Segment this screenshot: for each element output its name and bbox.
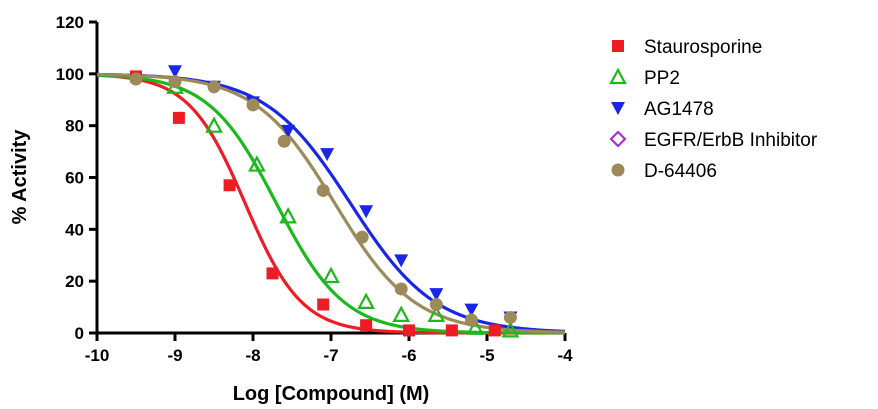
y-tick-label: 80 xyxy=(65,117,84,136)
y-tick-label: 60 xyxy=(65,169,84,188)
data-point-d-64406 xyxy=(394,282,408,296)
y-axis-title: % Activity xyxy=(9,129,31,225)
data-point-ag1478 xyxy=(281,124,296,138)
x-tick-label: -5 xyxy=(479,346,494,365)
data-point-d-64406 xyxy=(277,134,291,148)
x-tick-label: -4 xyxy=(557,346,573,365)
data-point-d-64406 xyxy=(168,75,182,89)
data-point-staurosporine xyxy=(445,324,458,337)
data-point-d-64406 xyxy=(129,72,143,86)
data-point-d-64406 xyxy=(464,313,478,327)
data-point-d-64406 xyxy=(316,183,330,197)
data-point-staurosporine xyxy=(403,324,415,337)
legend-label-d-64406: D-64406 xyxy=(644,161,717,182)
y-ticks: 0 20 40 60 80 100 120 xyxy=(56,13,97,343)
fit-curves xyxy=(96,72,566,335)
data-point-pp2 xyxy=(248,155,266,172)
legend-label-ag1478: AG1478 xyxy=(644,99,714,120)
data-point-d-64406 xyxy=(429,297,443,311)
data-point-ag1478 xyxy=(394,254,409,268)
x-tick-label: -10 xyxy=(85,346,110,365)
data-point-pp2 xyxy=(279,207,297,224)
legend-marker-d-64406 xyxy=(611,163,625,177)
data-point-ag1478 xyxy=(168,65,182,79)
data-point-d-64406 xyxy=(246,98,260,112)
y-tick-label: 40 xyxy=(65,220,84,239)
data-point-pp2 xyxy=(392,305,411,322)
fit-curve-ag1478 xyxy=(96,72,566,333)
data-point-d-64406 xyxy=(503,310,517,324)
x-tick-label: -6 xyxy=(401,346,416,365)
legend-marker-egfr-erbb-inhibitor xyxy=(609,130,627,148)
x-ticks: -10 -9 -8 -7 -6 -5 -4 xyxy=(85,333,573,365)
legend-label-pp2: PP2 xyxy=(644,68,680,89)
data-point-staurosporine xyxy=(266,267,279,280)
data-points xyxy=(129,65,520,338)
legend: Staurosporine PP2 AG1478 EGFR/ErbB Inhibito… xyxy=(609,37,818,182)
x-tick-label: -8 xyxy=(245,346,260,365)
fit-curve-d-64406 xyxy=(96,72,566,334)
y-tick-label: 120 xyxy=(56,13,84,32)
data-point-pp2 xyxy=(205,116,223,133)
data-point-staurosporine xyxy=(488,324,501,337)
legend-label-egfr-erbb-inhibitor: EGFR/ErbB Inhibitor xyxy=(644,130,818,151)
y-tick-label: 20 xyxy=(65,272,84,291)
data-point-ag1478 xyxy=(359,205,374,219)
x-tick-label: -7 xyxy=(323,346,338,365)
fit-curve-pp2 xyxy=(96,73,565,335)
legend-marker-staurosporine xyxy=(612,40,624,52)
axes: -10 -9 -8 -7 -6 -5 -4 0 20 40 60 80 100 120 xyxy=(56,13,573,365)
data-point-d-64406 xyxy=(207,80,221,94)
data-point-pp2 xyxy=(501,321,520,338)
data-point-pp2 xyxy=(357,292,375,309)
data-point-pp2 xyxy=(427,305,446,322)
legend-marker-ag1478 xyxy=(611,102,625,115)
data-point-pp2 xyxy=(466,318,485,335)
x-tick-label: -9 xyxy=(167,346,182,365)
y-tick-label: 0 xyxy=(75,324,84,343)
fit-curve-staurosporine xyxy=(96,73,565,335)
legend-label-staurosporine: Staurosporine xyxy=(644,37,762,58)
data-point-pp2 xyxy=(322,266,340,284)
data-point-ag1478 xyxy=(320,148,335,162)
legend-marker-pp2 xyxy=(609,67,627,85)
data-point-staurosporine xyxy=(360,319,373,332)
data-point-staurosporine xyxy=(172,111,185,124)
y-tick-label: 100 xyxy=(56,65,84,84)
data-point-ag1478 xyxy=(464,303,479,317)
data-point-d-64406 xyxy=(355,230,369,244)
x-axis-title: Log [Compound] (M) xyxy=(233,383,430,405)
data-point-staurosporine xyxy=(317,298,330,311)
data-point-ag1478 xyxy=(429,288,444,302)
data-point-staurosporine xyxy=(223,179,236,192)
